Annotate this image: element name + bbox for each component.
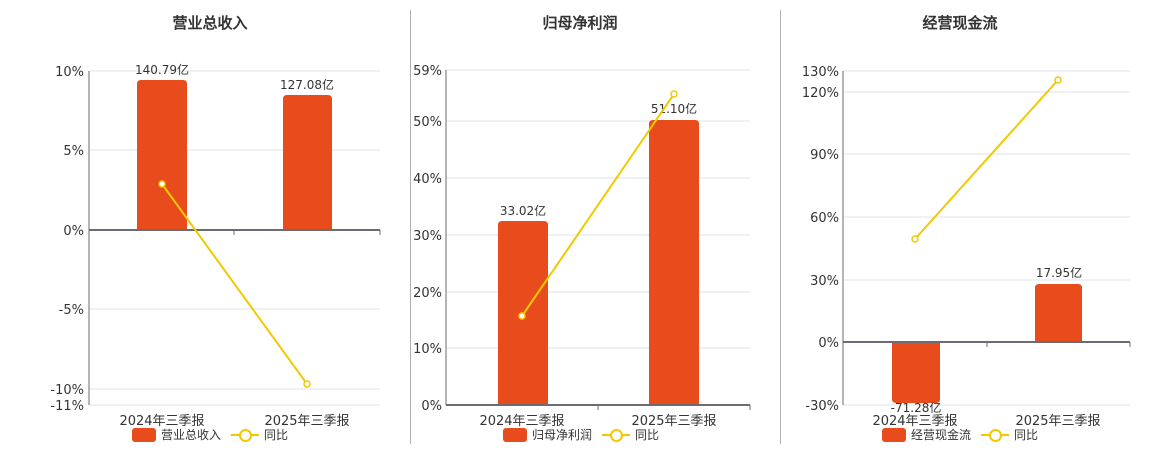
bar-value-label: 140.79亿: [135, 62, 189, 77]
bar-2024[interactable]: [892, 342, 940, 403]
legend-bar-swatch[interactable]: [503, 427, 527, 442]
legend-line-label[interactable]: 同比: [635, 428, 660, 442]
y-tick: 10%: [55, 65, 84, 80]
bar-value-label: 17.95亿: [1036, 265, 1082, 280]
y-tick: 20%: [413, 286, 442, 301]
bar-value-label: -71.28亿: [891, 400, 942, 415]
legend-operating-cash-flow: 经营现金流 同比: [882, 426, 1038, 443]
y-tick: 0%: [63, 224, 84, 239]
chart-title-net-profit: 归母净利润: [542, 14, 618, 32]
legend-line-icon[interactable]: [231, 428, 260, 442]
legend-line-label[interactable]: 同比: [264, 428, 289, 442]
y-tick: 60%: [810, 211, 839, 226]
chart-title-revenue: 营业总收入: [172, 14, 248, 32]
panel-divider: [780, 10, 781, 444]
operating-cash-flow-chart: 130% 120% 90% 60% 30% 0% -30% -71.28亿 17…: [802, 65, 1131, 429]
bar-2025[interactable]: [283, 95, 332, 230]
panel-divider: [410, 10, 411, 444]
x-category-label: 2024年三季报: [872, 414, 957, 429]
y-tick: 0%: [421, 399, 442, 414]
legend-net-profit: 归母净利润 同比: [503, 426, 659, 443]
y-tick: -11%: [50, 399, 84, 414]
yoy-point[interactable]: [303, 380, 311, 388]
y-tick: 59%: [413, 64, 442, 79]
x-category-label: 2024年三季报: [119, 414, 204, 429]
yoy-point[interactable]: [158, 180, 166, 188]
legend-bar-swatch[interactable]: [132, 427, 156, 442]
legend-line-label[interactable]: 同比: [1014, 428, 1039, 442]
yoy-line: [161, 183, 308, 385]
bar-2024[interactable]: [137, 80, 187, 230]
legend-line-icon[interactable]: [602, 428, 631, 442]
bar-2025[interactable]: [1035, 284, 1082, 342]
yoy-point[interactable]: [518, 312, 526, 320]
chart-title-operating-cash-flow: 经营现金流: [922, 14, 998, 32]
yoy-point[interactable]: [670, 90, 678, 98]
x-category-label: 2024年三季报: [479, 414, 564, 429]
yoy-line: [521, 93, 675, 317]
legend-bar-swatch[interactable]: [882, 427, 906, 442]
legend-bar-label[interactable]: 经营现金流: [911, 428, 972, 442]
y-tick: 50%: [413, 115, 442, 130]
legend-line-icon[interactable]: [981, 428, 1010, 442]
yoy-point[interactable]: [1054, 76, 1062, 84]
y-tick: 120%: [802, 86, 839, 101]
yoy-point[interactable]: [911, 235, 919, 243]
y-tick: 10%: [413, 342, 442, 357]
bar-value-label: 127.08亿: [280, 77, 334, 92]
legend-bar-label[interactable]: 营业总收入: [161, 428, 222, 442]
y-tick: 130%: [802, 65, 839, 80]
legend-revenue: 营业总收入 同比: [132, 426, 288, 443]
y-tick: 90%: [810, 148, 839, 163]
y-tick: 5%: [63, 144, 84, 159]
revenue-chart: 10% 5% 0% -5% -10% -11% 140.79亿 127.08亿 …: [50, 62, 381, 429]
y-tick: 40%: [413, 172, 442, 187]
legend-bar-label[interactable]: 归母净利润: [532, 428, 593, 442]
x-category-label: 2025年三季报: [631, 414, 716, 429]
y-tick: 30%: [413, 229, 442, 244]
y-tick: -30%: [805, 399, 839, 414]
bar-value-label: 33.02亿: [500, 203, 546, 218]
bar-value-label: 51.10亿: [651, 101, 697, 116]
y-tick: 0%: [818, 336, 839, 351]
yoy-line: [914, 79, 1059, 240]
y-tick: -5%: [59, 303, 84, 318]
y-tick: -10%: [50, 383, 84, 398]
net-profit-chart: 59% 50% 40% 30% 20% 10% 0% 33.02亿 51.10亿…: [413, 64, 751, 429]
x-category-label: 2025年三季报: [1015, 414, 1100, 429]
x-category-label: 2025年三季报: [264, 414, 349, 429]
bar-2025[interactable]: [649, 120, 699, 405]
y-tick: 30%: [810, 274, 839, 289]
